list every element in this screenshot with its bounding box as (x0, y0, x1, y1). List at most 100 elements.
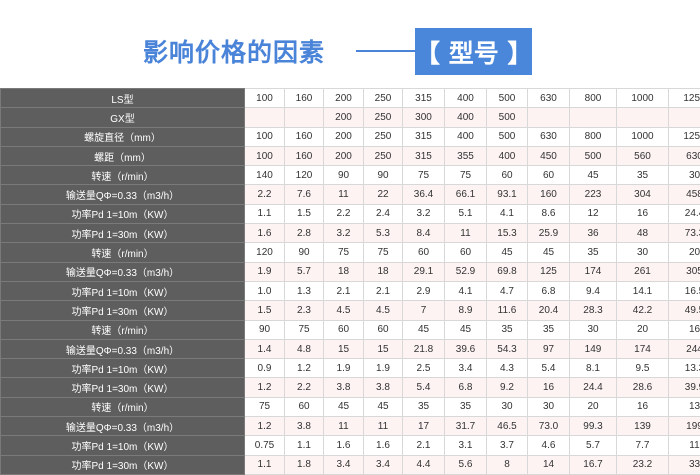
table-cell: 2.2 (285, 378, 324, 397)
table-cell: 4.1 (487, 204, 528, 223)
table-cell: 69.8 (487, 262, 528, 281)
table-cell: 140 (245, 166, 285, 185)
table-cell: 500 (487, 89, 528, 108)
row-label: GX型 (1, 108, 245, 127)
table-cell: 11 (669, 436, 700, 455)
table-cell: 4.8 (285, 339, 324, 358)
table-cell: 46.5 (487, 417, 528, 436)
table-cell: 244 (669, 339, 700, 358)
table-cell: 75 (403, 166, 445, 185)
row-label: 螺旋直径（mm） (1, 127, 245, 146)
table-cell: 160 (285, 127, 324, 146)
table-cell: 90 (285, 243, 324, 262)
table-cell: 39.9 (669, 378, 700, 397)
table-cell: 1.6 (324, 436, 364, 455)
table-cell: 16 (617, 397, 669, 416)
table-cell: 2.2 (245, 185, 285, 204)
table-cell: 560 (617, 146, 669, 165)
table-cell: 16.5 (669, 281, 700, 300)
table-cell: 3.8 (324, 378, 364, 397)
table-cell: 15 (364, 339, 403, 358)
table-cell: 35 (570, 243, 617, 262)
table-cell: 250 (364, 127, 403, 146)
row-label: 功率Pd 1=30m（KW） (1, 378, 245, 397)
table-cell: 45 (487, 243, 528, 262)
table-cell (528, 108, 570, 127)
table-cell: 2.3 (285, 301, 324, 320)
table-cell: 8.4 (403, 224, 445, 243)
table-cell: 1.1 (245, 455, 285, 474)
table-cell: 35 (445, 397, 487, 416)
table-cell: 100 (245, 89, 285, 108)
table-cell: 800 (570, 127, 617, 146)
table-cell: 73.0 (528, 417, 570, 436)
table-cell: 14.1 (617, 281, 669, 300)
table-cell: 120 (285, 166, 324, 185)
table-cell: 48 (617, 224, 669, 243)
table-cell: 5.4 (403, 378, 445, 397)
table-cell: 250 (364, 89, 403, 108)
table-cell: 11 (364, 417, 403, 436)
table-cell: 2.1 (403, 436, 445, 455)
table-cell: 30 (487, 397, 528, 416)
table-cell: 149 (570, 339, 617, 358)
table-cell: 9.4 (570, 281, 617, 300)
table-cell: 1000 (617, 127, 669, 146)
row-label: 输送量QΦ=0.33（m3/h） (1, 339, 245, 358)
table-cell: 400 (445, 108, 487, 127)
table-cell: 30 (617, 243, 669, 262)
table-cell: 20 (669, 243, 700, 262)
table-cell: 100 (245, 127, 285, 146)
table-cell: 16 (669, 320, 700, 339)
table-cell: 90 (245, 320, 285, 339)
table-cell: 1.1 (245, 204, 285, 223)
table-cell: 16.7 (570, 455, 617, 474)
table-cell: 30 (570, 320, 617, 339)
table-cell: 5.4 (528, 359, 570, 378)
table-cell: 1.2 (285, 359, 324, 378)
table-cell: 3.4 (364, 455, 403, 474)
table-cell: 60 (324, 320, 364, 339)
table-cell: 120 (245, 243, 285, 262)
table-cell: 11.6 (487, 301, 528, 320)
table-cell: 60 (528, 166, 570, 185)
table-cell: 29.1 (403, 262, 445, 281)
table-cell: 7.7 (617, 436, 669, 455)
row-label: 功率Pd 1=10m（KW） (1, 359, 245, 378)
table-cell: 3.8 (364, 378, 403, 397)
table-cell (570, 108, 617, 127)
table-cell: 90 (364, 166, 403, 185)
table-cell: 20.4 (528, 301, 570, 320)
table-cell: 33 (669, 455, 700, 474)
table-cell: 223 (570, 185, 617, 204)
table-cell: 22 (364, 185, 403, 204)
table-cell: 4.6 (528, 436, 570, 455)
spec-table: LS型10016020025031540050063080010001250GX… (0, 88, 700, 475)
table-cell: 5.3 (364, 224, 403, 243)
table-cell: 4.5 (324, 301, 364, 320)
table-cell: 97 (528, 339, 570, 358)
table-cell: 3.7 (487, 436, 528, 455)
table-cell: 630 (528, 127, 570, 146)
table-cell: 45 (445, 320, 487, 339)
table-cell: 200 (324, 127, 364, 146)
table-cell: 1.6 (245, 224, 285, 243)
table-cell: 11 (324, 417, 364, 436)
table-cell: 18 (364, 262, 403, 281)
row-label: 转速（r/min） (1, 166, 245, 185)
row-label: 功率Pd 1=10m（KW） (1, 436, 245, 455)
table-cell: 458 (669, 185, 700, 204)
table-cell: 28.3 (570, 301, 617, 320)
table-cell: 60 (487, 166, 528, 185)
row-label: 转速（r/min） (1, 243, 245, 262)
table-cell: 315 (403, 127, 445, 146)
